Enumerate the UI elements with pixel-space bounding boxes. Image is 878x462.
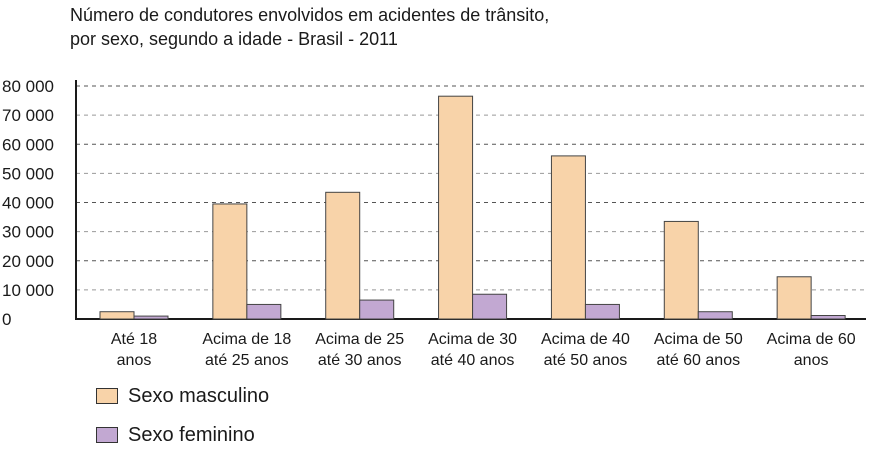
bar-chart: 0 10 000 20 000 30 000 40 000 50 000 60 000 70 … — [2, 77, 866, 369]
x-category-label: Acima de 60 — [767, 331, 856, 348]
x-category-label: anos — [794, 352, 829, 369]
bar-male — [776, 276, 812, 320]
y-tick-label: 80 000 — [2, 77, 54, 96]
chart-title-line1: Número de condutores envolvidos em acide… — [70, 5, 550, 25]
bar-male — [663, 220, 699, 320]
legend-item-male: Sexo masculino — [96, 384, 269, 408]
legend-item-female: Sexo feminino — [96, 423, 269, 447]
x-category-label: Acima de 25 — [315, 331, 404, 348]
y-tick-label: 60 000 — [2, 135, 54, 154]
bar-male — [325, 191, 361, 320]
y-tick-label: 30 000 — [2, 223, 54, 242]
bar-male — [550, 155, 586, 320]
x-category-label: até 30 anos — [318, 352, 402, 369]
x-category-label: Acima de 40 — [541, 331, 630, 348]
chart-title-line2: por sexo, segundo a idade - Brasil - 201… — [70, 29, 398, 49]
x-category-label: até 60 anos — [656, 352, 740, 369]
legend-swatch-female — [96, 427, 118, 443]
y-tick-label: 70 000 — [2, 106, 54, 125]
bar-male — [99, 311, 135, 320]
bar-female — [697, 311, 733, 320]
bar-female — [584, 303, 620, 320]
legend-label-male: Sexo masculino — [128, 384, 270, 407]
y-tick-label: 10 000 — [2, 281, 54, 300]
y-tick-label: 0 — [2, 310, 11, 329]
legend-swatch-male — [96, 388, 118, 404]
x-category-label: até 25 anos — [205, 352, 289, 369]
bar-female — [472, 293, 508, 320]
bar-male — [212, 203, 248, 320]
x-category-label: Até 18 — [111, 331, 157, 348]
x-category-label: Acima de 18 — [202, 331, 291, 348]
x-category-label: Acima de 50 — [654, 331, 743, 348]
x-category-label: Acima de 30 — [428, 331, 517, 348]
chart-title: Número de condutores envolvidos em acide… — [70, 3, 549, 51]
legend-label-female: Sexo feminino — [128, 423, 255, 446]
bar-female — [359, 299, 395, 320]
legend: Sexo masculino Sexo feminino — [96, 384, 269, 462]
x-category-label: até 50 anos — [544, 352, 628, 369]
bar-female — [133, 315, 169, 320]
y-tick-label: 40 000 — [2, 194, 54, 213]
x-category-label: anos — [117, 352, 152, 369]
y-tick-label: 50 000 — [2, 164, 54, 183]
bar-male — [438, 95, 474, 320]
bar-female — [246, 303, 282, 320]
y-tick-label: 20 000 — [2, 252, 54, 271]
x-category-label: até 40 anos — [431, 352, 515, 369]
bar-female — [810, 315, 846, 320]
